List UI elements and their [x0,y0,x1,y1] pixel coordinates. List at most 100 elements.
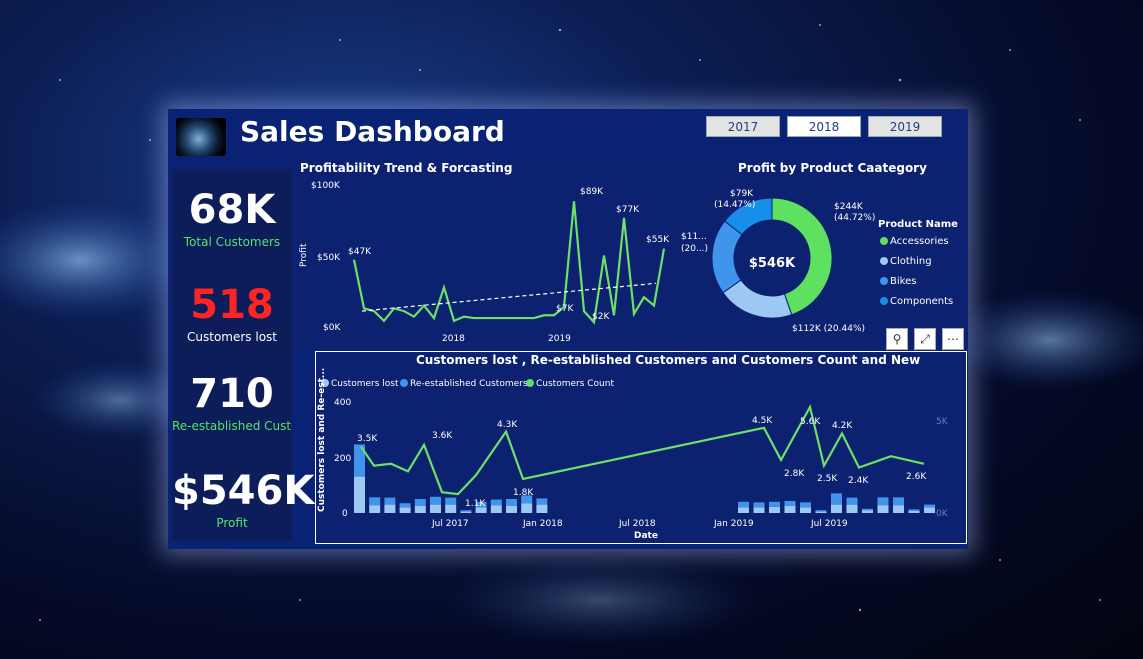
x-axis-label: Date [634,531,658,541]
kpi-re-established: 710 Re-established Custo... [172,371,292,433]
data-label: 3.6K [432,431,453,441]
data-label: 2.6K [906,472,927,482]
profit-series-line [352,201,666,325]
y-tick: $50K [317,253,341,263]
data-label: $7K [556,304,574,314]
profit-by-category-panel[interactable]: Profit by Product Caategory $546K $244K … [680,159,966,349]
data-label: $55K [646,235,670,245]
bar-customers-lost [354,476,365,513]
y-tick: $100K [311,181,341,191]
donut-label: (14.47%) [714,200,755,210]
kpi-value: 68K [188,187,276,233]
bar-re-established [506,499,517,506]
bar-re-established [460,510,472,512]
bar-re-established [738,501,749,508]
more-options-icon[interactable]: ⋯ [942,328,964,350]
bar-customers-lost [384,504,396,513]
bar-customers-lost [862,510,873,513]
donut-slice-components [723,197,773,236]
bar-re-established [521,495,533,504]
bar-re-established [475,501,487,508]
bar-re-established [430,496,441,505]
data-label: 1.1K [465,499,486,509]
bar-customers-lost [369,505,381,513]
kpi-value: 710 [190,371,274,417]
legend-swatch [321,379,329,387]
customers-combo-panel[interactable]: Customers lost , Re-established Customer… [315,351,967,544]
y-axis-label: Profit [299,243,309,267]
bar-customers-lost [769,506,780,513]
panel-title: Customers lost , Re-established Customer… [416,353,921,367]
kpi-value: 518 [190,282,274,328]
y-tick: $0K [323,323,341,333]
customers-count-line [360,403,925,496]
kpi-value: $546K [172,468,315,514]
data-label: 2.4K [848,476,869,486]
kpi-label: Customers lost [187,330,277,344]
kpi-label: Total Customers [183,235,281,249]
y-axis-label: Customers lost and Re-est... [317,368,327,512]
bar-re-established [877,497,889,506]
data-label: 4.5K [752,416,773,426]
y-tick: 0 [342,509,348,519]
donut-label: $112K (20.44%) [792,324,865,334]
bar-re-established [753,502,765,508]
bar-customers-lost [800,507,811,513]
bar-re-established [784,500,796,506]
data-label: 5.6K [800,417,821,427]
legend-item: Clothing [890,256,932,267]
y-tick: 400 [334,398,351,408]
bar-customers-lost [460,511,472,513]
bar-re-established [399,503,411,508]
bar-customers-lost [846,504,858,513]
bar-re-established [862,508,873,511]
legend-swatch [880,297,888,305]
bar-re-established [924,504,935,508]
filter-icon[interactable]: ⚲ [886,328,908,350]
year-2018-button[interactable]: 2018 [787,116,861,137]
legend-item: Customers lost [331,379,399,389]
bar-customers-lost [475,507,487,513]
data-label: $47K [348,247,372,257]
legend-swatch [400,379,408,387]
bar-re-established [445,497,457,505]
customers-combo-chart: Customers lost Re-established Customers … [317,368,949,541]
donut-label: $11... [681,232,707,242]
year-2017-button[interactable]: 2017 [706,116,780,137]
focus-mode-icon[interactable]: ⤢ [914,328,936,350]
x-tick: 2019 [548,334,571,344]
bar-customers-lost [490,505,502,513]
panel-title: Profitability Trend & Forcasting [300,161,513,175]
bar-re-established [536,498,548,505]
data-label: $89K [580,187,604,197]
bar-customers-lost [784,506,796,513]
donut-slice-accessories [771,197,833,316]
kpi-label: Re-established Custo... [172,419,292,433]
bar-customers-lost [753,507,765,513]
bar-customers-lost [506,506,517,513]
bar-customers-lost [521,503,533,513]
legend-swatch [880,257,888,265]
x-tick: Jul 2019 [810,519,848,529]
bar-re-established [893,497,904,506]
sales-dashboard: Sales Dashboard 2017 2018 2019 68K Total… [168,109,968,549]
panel-title: Profit by Product Caategory [738,161,927,175]
bar-customers-lost [445,504,457,513]
legend-item: Components [890,296,953,307]
bar-re-established [369,497,381,506]
bar-re-established [800,502,811,508]
data-label: $2K [592,312,610,322]
forecast-trend-line [361,282,657,312]
bar-customers-lost [738,507,749,513]
x-tick: 2018 [442,334,465,344]
bar-re-established [831,493,842,505]
page-title: Sales Dashboard [240,115,505,148]
donut-label: (44.72%) [834,213,875,223]
data-label: 2.5K [817,474,838,484]
year-2019-button[interactable]: 2019 [868,116,942,137]
bar-re-established [815,510,827,512]
bar-re-established [490,499,502,506]
profit-trend-panel[interactable]: Profitability Trend & Forcasting $100K $… [296,159,676,349]
donut-label: $79K [730,189,754,199]
x-tick: Jan 2018 [522,519,563,529]
